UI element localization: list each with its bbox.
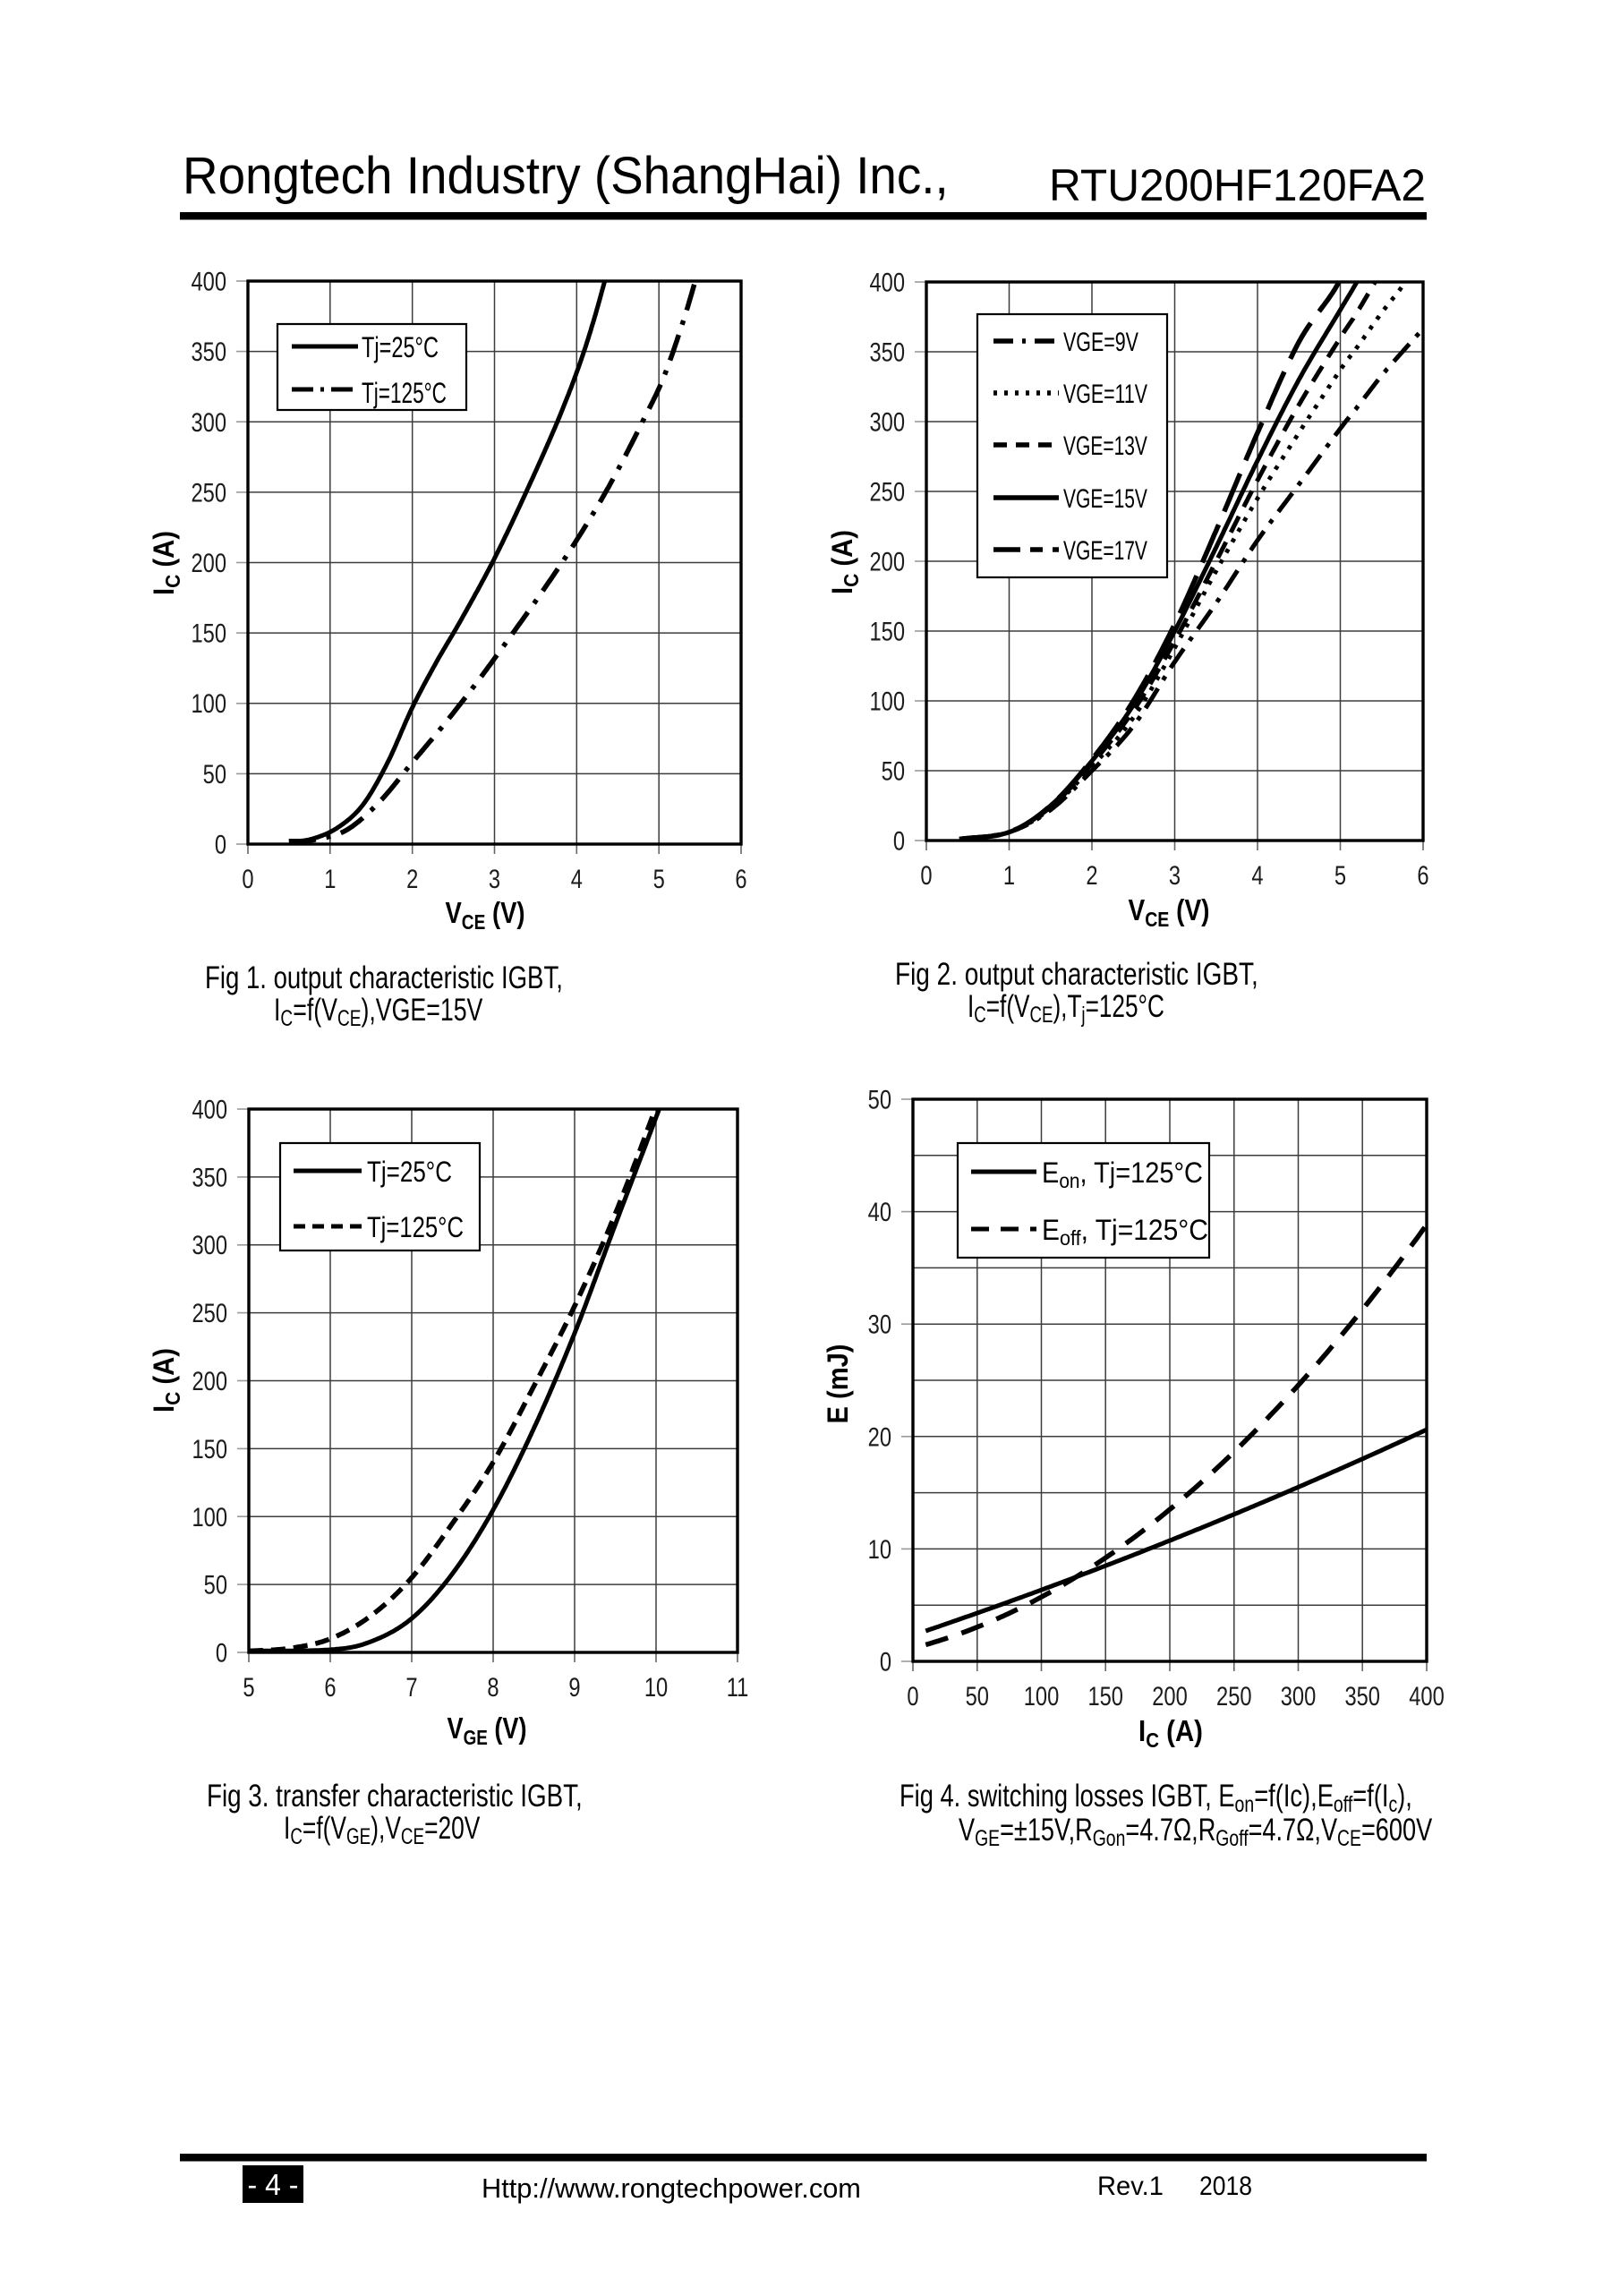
svg-text:2018: 2018 <box>1199 2170 1252 2200</box>
svg-text:300: 300 <box>191 407 226 437</box>
svg-text:IC (A): IC (A) <box>827 530 863 594</box>
svg-text:4: 4 <box>1251 860 1263 890</box>
svg-text:Fig 4. switching losses IGBT,: Fig 4. switching losses IGBT, Eon=f(Ic),… <box>900 1779 1412 1817</box>
svg-text:Rev.1: Rev.1 <box>1097 2172 1164 2201</box>
svg-text:5: 5 <box>243 1672 254 1702</box>
svg-text:150: 150 <box>869 617 905 646</box>
svg-text:VGE=11V: VGE=11V <box>1063 378 1147 409</box>
svg-text:Tj=25°C: Tj=25°C <box>367 1157 452 1189</box>
svg-text:11: 11 <box>727 1672 749 1702</box>
svg-text:IC (A): IC (A) <box>149 1348 184 1413</box>
svg-text:100: 100 <box>869 687 905 716</box>
svg-text:350: 350 <box>192 1163 227 1192</box>
svg-text:6: 6 <box>324 1672 336 1702</box>
svg-text:VGE=15V: VGE=15V <box>1063 485 1148 514</box>
svg-text:3: 3 <box>1169 860 1181 890</box>
svg-text:3: 3 <box>489 864 500 893</box>
svg-text:VGE=17V: VGE=17V <box>1063 537 1148 566</box>
svg-text:VCE (V): VCE (V) <box>446 898 525 935</box>
svg-text:5: 5 <box>653 864 665 893</box>
svg-text:0: 0 <box>216 1638 227 1668</box>
svg-text:6: 6 <box>735 864 746 893</box>
svg-text:0: 0 <box>893 826 905 856</box>
svg-text:150: 150 <box>192 1434 227 1464</box>
svg-text:Tj=125°C: Tj=125°C <box>362 377 447 409</box>
svg-text:100: 100 <box>191 689 226 719</box>
svg-text:IC=f(VCE),VGE=15V: IC=f(VCE),VGE=15V <box>274 993 483 1031</box>
svg-text:Tj=25°C: Tj=25°C <box>362 332 439 363</box>
svg-text:50: 50 <box>882 756 905 786</box>
svg-text:300: 300 <box>869 407 905 437</box>
svg-text:50: 50 <box>868 1085 891 1114</box>
svg-text:20: 20 <box>868 1422 891 1452</box>
svg-text:0: 0 <box>215 830 226 859</box>
svg-text:9: 9 <box>568 1672 580 1702</box>
svg-text:1: 1 <box>1003 860 1015 890</box>
svg-text:200: 200 <box>1152 1681 1188 1711</box>
svg-text:0: 0 <box>242 864 253 893</box>
svg-text:5: 5 <box>1334 860 1346 890</box>
svg-text:2: 2 <box>1086 860 1097 890</box>
svg-text:250: 250 <box>1216 1681 1252 1711</box>
svg-text:400: 400 <box>191 267 226 296</box>
svg-text:0: 0 <box>920 860 932 890</box>
svg-text:RTU200HF120FA2: RTU200HF120FA2 <box>1049 160 1426 210</box>
svg-text:200: 200 <box>191 548 226 577</box>
svg-text:1: 1 <box>324 864 336 893</box>
svg-text:300: 300 <box>1281 1681 1317 1711</box>
svg-text:Http://www.rongtechpower.com: Http://www.rongtechpower.com <box>482 2172 861 2204</box>
svg-text:250: 250 <box>192 1298 227 1327</box>
svg-text:250: 250 <box>191 478 226 508</box>
svg-text:VCE (V): VCE (V) <box>1129 894 1210 931</box>
svg-text:Fig 3. transfer characteristic: Fig 3. transfer characteristic IGBT, <box>207 1778 583 1814</box>
svg-text:350: 350 <box>191 337 226 366</box>
svg-text:30: 30 <box>868 1310 891 1339</box>
svg-text:150: 150 <box>1087 1681 1123 1711</box>
svg-text:250: 250 <box>869 477 905 507</box>
svg-text:Tj=125°C: Tj=125°C <box>367 1212 464 1243</box>
svg-text:VGE=13V: VGE=13V <box>1063 432 1148 461</box>
svg-text:IC=f(VCE),Tj=125°C: IC=f(VCE),Tj=125°C <box>968 988 1164 1027</box>
svg-text:IC (A): IC (A) <box>149 531 184 595</box>
svg-text:VGE=±15V,RGon=4.7Ω,RGoff=4.7Ω,: VGE=±15V,RGon=4.7Ω,RGoff=4.7Ω,VCE=600V <box>959 1813 1432 1851</box>
svg-text:VGE=9V: VGE=9V <box>1063 326 1138 357</box>
svg-text:200: 200 <box>192 1366 227 1396</box>
svg-text:0: 0 <box>880 1647 891 1677</box>
svg-text:50: 50 <box>203 759 226 789</box>
svg-text:400: 400 <box>1409 1681 1445 1711</box>
svg-text:150: 150 <box>191 619 226 648</box>
svg-text:E (mJ): E (mJ) <box>823 1344 855 1424</box>
svg-text:8: 8 <box>487 1672 499 1702</box>
svg-text:40: 40 <box>868 1197 891 1226</box>
svg-text:50: 50 <box>966 1681 989 1711</box>
svg-text:200: 200 <box>869 547 905 576</box>
svg-text:0: 0 <box>907 1681 918 1711</box>
svg-text:400: 400 <box>192 1095 227 1124</box>
svg-text:Rongtech Industry (ShangHai) I: Rongtech Industry (ShangHai) Inc., <box>183 147 949 205</box>
svg-text:350: 350 <box>1344 1681 1380 1711</box>
svg-text:10: 10 <box>868 1534 891 1564</box>
svg-text:50: 50 <box>204 1570 227 1600</box>
svg-text:4: 4 <box>571 864 583 893</box>
svg-text:100: 100 <box>192 1502 227 1532</box>
svg-text:350: 350 <box>869 337 905 367</box>
svg-text:400: 400 <box>869 268 905 297</box>
svg-text:2: 2 <box>406 864 418 893</box>
svg-text:6: 6 <box>1417 860 1428 890</box>
svg-text:300: 300 <box>192 1231 227 1260</box>
svg-text:Eon, Tj=125°C: Eon, Tj=125°C <box>1042 1157 1203 1193</box>
svg-text:Fig 1. output characteristic I: Fig 1. output characteristic IGBT, <box>205 960 563 995</box>
svg-text:- 4 -: - 4 - <box>248 2169 299 2202</box>
svg-text:Fig 2. output characteristic I: Fig 2. output characteristic IGBT, <box>895 956 1258 992</box>
svg-text:100: 100 <box>1024 1681 1060 1711</box>
svg-text:7: 7 <box>405 1672 417 1702</box>
svg-text:10: 10 <box>644 1672 668 1702</box>
svg-text:IC=f(VGE),VCE=20V: IC=f(VGE),VCE=20V <box>284 1810 481 1848</box>
